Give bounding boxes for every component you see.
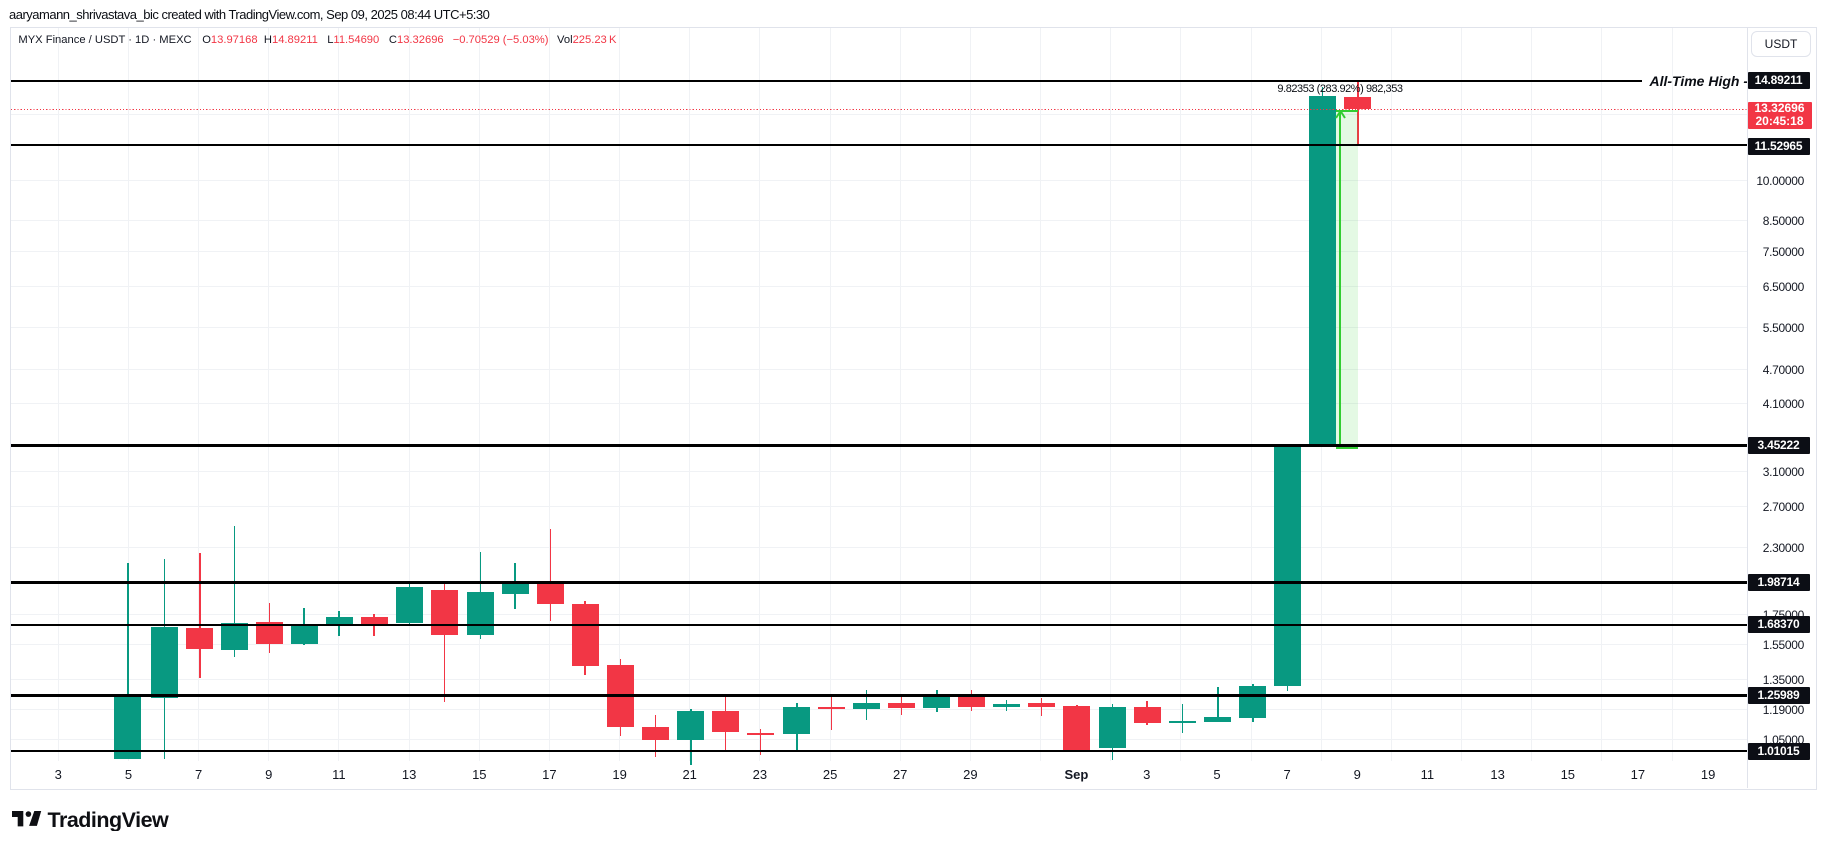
svg-text:TradingView: TradingView bbox=[48, 811, 170, 831]
